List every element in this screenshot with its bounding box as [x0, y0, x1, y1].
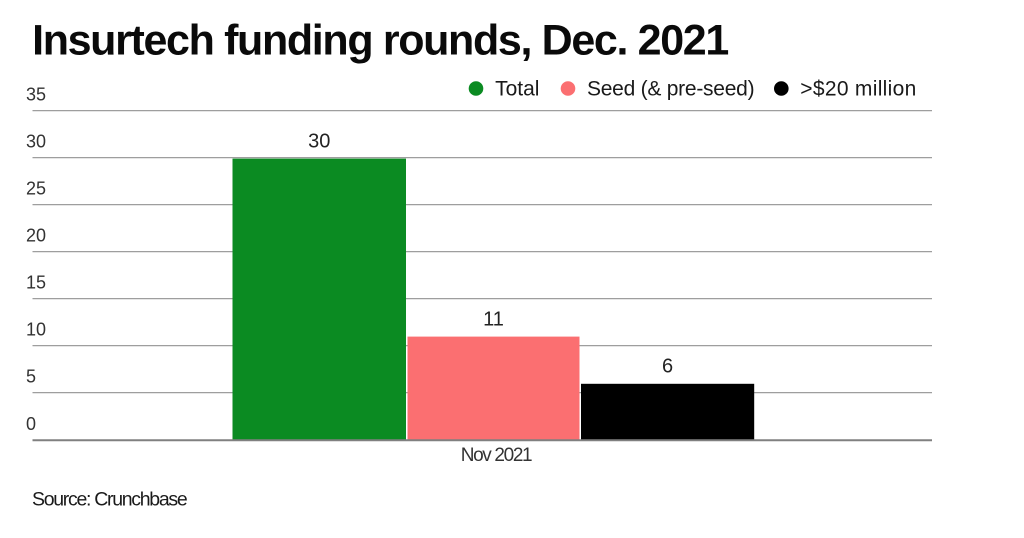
svg-text:Nov 2021: Nov 2021 — [461, 445, 532, 466]
svg-text:10: 10 — [26, 320, 46, 340]
svg-text:30: 30 — [308, 131, 330, 153]
svg-text:25: 25 — [26, 179, 46, 199]
svg-text:20: 20 — [26, 226, 46, 246]
svg-text:11: 11 — [483, 308, 504, 330]
svg-text:Total: Total — [495, 78, 539, 101]
svg-text:35: 35 — [26, 85, 46, 105]
svg-text:Seed (& pre-seed): Seed (& pre-seed) — [587, 78, 754, 101]
svg-text:6: 6 — [662, 356, 673, 378]
svg-text:30: 30 — [26, 132, 46, 152]
svg-text:Insurtech funding rounds, Dec.: Insurtech funding rounds, Dec. 2021 — [32, 16, 728, 64]
svg-text:0: 0 — [26, 414, 36, 434]
svg-text:5: 5 — [26, 367, 36, 387]
svg-text:Source: Crunchbase: Source: Crunchbase — [32, 488, 187, 510]
svg-text:15: 15 — [26, 273, 46, 293]
svg-text:>$20 million: >$20 million — [800, 78, 916, 101]
